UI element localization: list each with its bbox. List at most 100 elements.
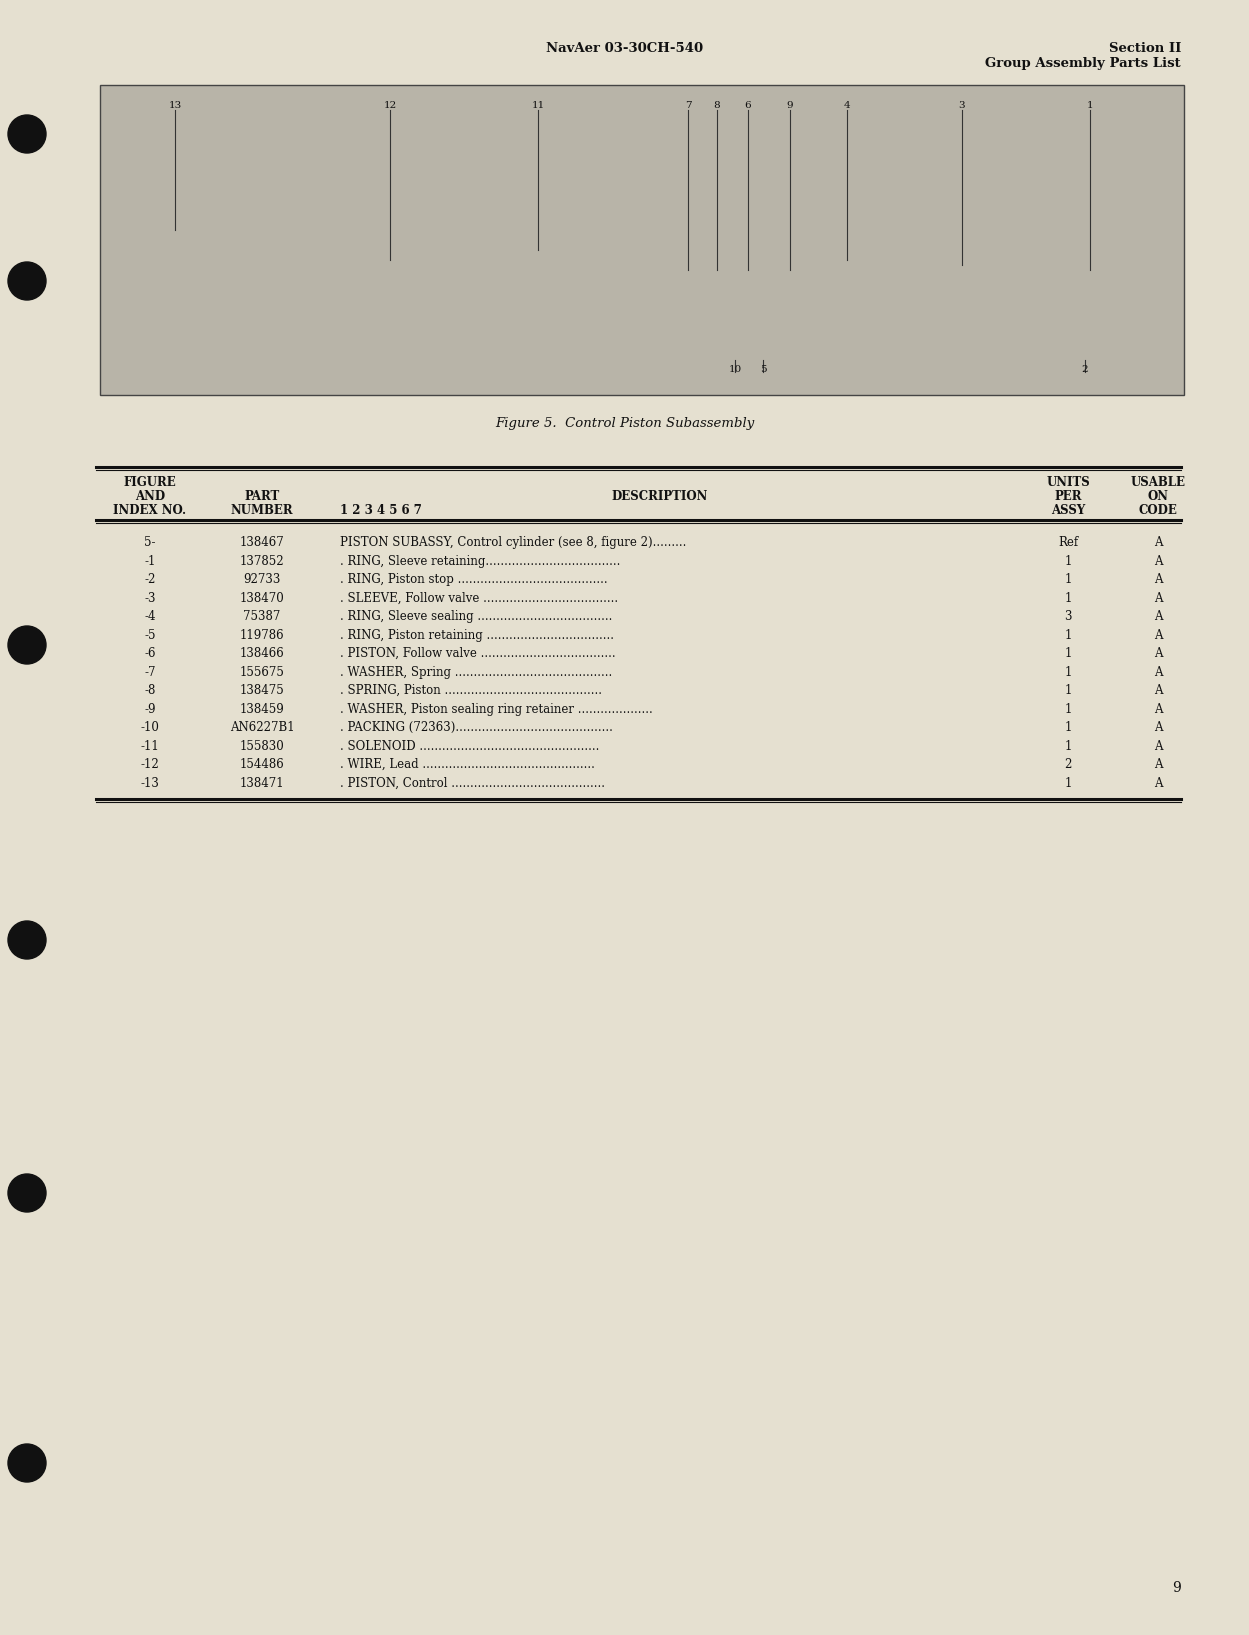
Text: 11: 11	[531, 101, 545, 110]
Text: . PISTON, Follow valve ....................................: . PISTON, Follow valve .................…	[340, 647, 616, 661]
Text: -4: -4	[144, 610, 156, 623]
Circle shape	[7, 114, 46, 154]
Text: 1: 1	[1064, 647, 1072, 661]
Text: -7: -7	[144, 665, 156, 679]
Text: . RING, Sleeve retaining....................................: . RING, Sleeve retaining................…	[340, 554, 621, 567]
Text: 2: 2	[1082, 365, 1088, 374]
Text: -10: -10	[141, 721, 160, 734]
Text: A: A	[1154, 592, 1163, 605]
Text: 1: 1	[1064, 592, 1072, 605]
Text: FIGURE: FIGURE	[124, 476, 176, 489]
Text: -2: -2	[145, 572, 156, 585]
Text: A: A	[1154, 683, 1163, 697]
Text: . SPRING, Piston ..........................................: . SPRING, Piston .......................…	[340, 683, 602, 697]
Text: Figure 5.  Control Piston Subassembly: Figure 5. Control Piston Subassembly	[495, 417, 754, 430]
Text: 5: 5	[759, 365, 767, 374]
Circle shape	[7, 626, 46, 664]
Text: NUMBER: NUMBER	[231, 504, 294, 517]
Text: 5-: 5-	[144, 536, 156, 549]
Text: -5: -5	[144, 628, 156, 641]
Text: PER: PER	[1054, 490, 1082, 504]
Text: 75387: 75387	[244, 610, 281, 623]
Text: -1: -1	[145, 554, 156, 567]
Text: PISTON SUBASSY, Control cylinder (see 8, figure 2).........: PISTON SUBASSY, Control cylinder (see 8,…	[340, 536, 687, 549]
Circle shape	[7, 262, 46, 299]
Text: A: A	[1154, 721, 1163, 734]
Text: . RING, Piston stop ........................................: . RING, Piston stop ....................…	[340, 572, 607, 585]
Text: A: A	[1154, 572, 1163, 585]
Text: 6: 6	[744, 101, 752, 110]
Text: . PISTON, Control .........................................: . PISTON, Control ......................…	[340, 777, 605, 790]
Text: 154486: 154486	[240, 759, 285, 772]
Text: 2: 2	[1064, 759, 1072, 772]
Text: 137852: 137852	[240, 554, 285, 567]
Text: 1: 1	[1064, 683, 1072, 697]
Text: INDEX NO.: INDEX NO.	[114, 504, 186, 517]
Text: . SOLENOID ................................................: . SOLENOID .............................…	[340, 739, 600, 752]
Text: 9: 9	[1173, 1581, 1182, 1596]
Circle shape	[7, 1174, 46, 1212]
Text: Group Assembly Parts List: Group Assembly Parts List	[985, 57, 1182, 70]
Text: 119786: 119786	[240, 628, 285, 641]
Text: 7: 7	[684, 101, 691, 110]
Text: ON: ON	[1148, 490, 1169, 504]
Text: A: A	[1154, 739, 1163, 752]
Text: 4: 4	[843, 101, 851, 110]
Text: PART: PART	[245, 490, 280, 504]
Text: DESCRIPTION: DESCRIPTION	[612, 490, 708, 504]
Text: 138466: 138466	[240, 647, 285, 661]
Text: USABLE: USABLE	[1130, 476, 1185, 489]
Text: UNITS: UNITS	[1047, 476, 1090, 489]
Text: 138475: 138475	[240, 683, 285, 697]
Text: 1: 1	[1064, 628, 1072, 641]
Text: 12: 12	[383, 101, 397, 110]
Bar	[100, 85, 1184, 396]
Text: 155830: 155830	[240, 739, 285, 752]
Text: ASSY: ASSY	[1050, 504, 1085, 517]
Text: 1: 1	[1064, 554, 1072, 567]
Circle shape	[7, 1444, 46, 1481]
Text: -12: -12	[141, 759, 160, 772]
Text: 3: 3	[959, 101, 965, 110]
Text: A: A	[1154, 777, 1163, 790]
Text: AN6227B1: AN6227B1	[230, 721, 295, 734]
Text: -3: -3	[144, 592, 156, 605]
Text: 92733: 92733	[244, 572, 281, 585]
Text: A: A	[1154, 554, 1163, 567]
Circle shape	[7, 921, 46, 960]
Text: 9: 9	[787, 101, 793, 110]
Text: 1: 1	[1064, 665, 1072, 679]
Text: NavAer 03-30CH-540: NavAer 03-30CH-540	[546, 43, 703, 56]
Text: 3: 3	[1064, 610, 1072, 623]
Text: A: A	[1154, 759, 1163, 772]
Text: Ref: Ref	[1058, 536, 1078, 549]
Text: -11: -11	[141, 739, 160, 752]
Text: . PACKING (72363)..........................................: . PACKING (72363).......................…	[340, 721, 613, 734]
Text: . RING, Sleeve sealing ....................................: . RING, Sleeve sealing .................…	[340, 610, 612, 623]
Text: A: A	[1154, 610, 1163, 623]
Text: 138471: 138471	[240, 777, 285, 790]
Text: 1: 1	[1064, 777, 1072, 790]
Text: A: A	[1154, 647, 1163, 661]
Text: 1: 1	[1064, 721, 1072, 734]
Text: . WIRE, Lead ..............................................: . WIRE, Lead ...........................…	[340, 759, 595, 772]
Text: 1: 1	[1064, 572, 1072, 585]
Text: 138467: 138467	[240, 536, 285, 549]
Text: . RING, Piston retaining ..................................: . RING, Piston retaining ...............…	[340, 628, 615, 641]
Text: 10: 10	[728, 365, 742, 374]
Text: . WASHER, Piston sealing ring retainer ....................: . WASHER, Piston sealing ring retainer .…	[340, 703, 653, 716]
Text: A: A	[1154, 703, 1163, 716]
Text: 138470: 138470	[240, 592, 285, 605]
Text: 1 2 3 4 5 6 7: 1 2 3 4 5 6 7	[340, 504, 422, 517]
Text: 155675: 155675	[240, 665, 285, 679]
Text: 1: 1	[1064, 703, 1072, 716]
Text: -8: -8	[145, 683, 156, 697]
Text: 13: 13	[169, 101, 181, 110]
Text: 138459: 138459	[240, 703, 285, 716]
Text: A: A	[1154, 665, 1163, 679]
Text: Section II: Section II	[1109, 43, 1182, 56]
Text: -6: -6	[144, 647, 156, 661]
Text: 1: 1	[1087, 101, 1093, 110]
Text: AND: AND	[135, 490, 165, 504]
Text: 8: 8	[713, 101, 721, 110]
